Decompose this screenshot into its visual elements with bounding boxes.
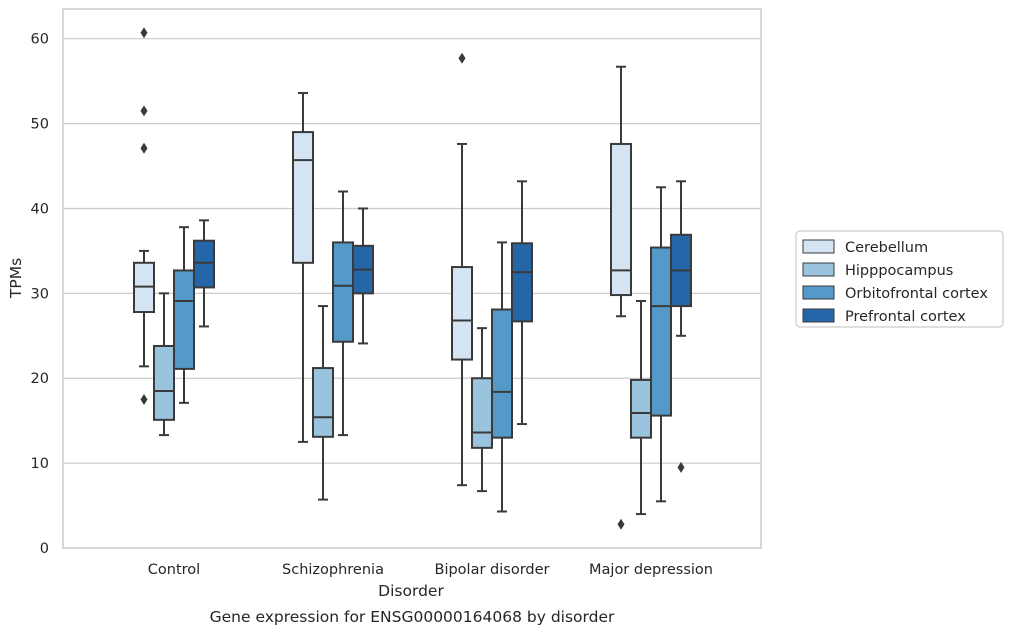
iqr-box: [471, 377, 493, 449]
legend-label: Cerebellum: [845, 240, 928, 256]
iqr-box: [610, 142, 632, 297]
box-cerebellum: [133, 27, 155, 405]
box-prefrontal-cortex: [511, 180, 533, 426]
legend-swatch: [802, 308, 835, 323]
chart-caption: Gene expression for ENSG00000164068 by d…: [210, 608, 615, 626]
iqr-box: [511, 242, 533, 323]
y-tick-label: 20: [31, 371, 49, 387]
iqr-box: [193, 239, 215, 289]
box-hipppocampus: [153, 292, 175, 437]
y-axis-label: TPMs: [7, 258, 25, 299]
plot-frame: [62, 8, 762, 549]
box-plot-marks: [133, 27, 692, 530]
y-tick-label: 60: [31, 32, 49, 48]
outlier-point: [140, 27, 148, 39]
box-orbitofrontal-cortex: [650, 186, 672, 503]
box-cerebellum: [610, 65, 632, 530]
x-tick-label: Major depression: [589, 562, 713, 578]
y-tick-label: 50: [31, 117, 49, 133]
axes: 0 10 20 30 40 50 60 Control Schizophrenia Bipolar…: [31, 8, 762, 578]
legend-frame: [795, 230, 1004, 328]
x-tick-label: Control: [148, 562, 200, 578]
box-prefrontal-cortex: [193, 219, 215, 328]
box-hipppocampus: [630, 299, 652, 516]
outlier-point: [617, 518, 625, 530]
box-hipppocampus: [471, 327, 493, 493]
box-hipppocampus: [312, 305, 334, 501]
legend-item: Cerebellum: [802, 239, 928, 256]
y-tick-label: 0: [40, 541, 49, 557]
iqr-box: [491, 308, 513, 439]
iqr-box: [292, 131, 314, 264]
y-tick-label: 40: [31, 201, 49, 217]
iqr-box: [451, 266, 473, 361]
iqr-box: [173, 269, 195, 370]
legend-swatch: [802, 239, 835, 254]
box-orbitofrontal-cortex: [173, 226, 195, 404]
legend-item: Prefrontal cortex: [802, 308, 966, 325]
iqr-box: [630, 378, 652, 439]
y-tick-label: 10: [31, 456, 49, 472]
iqr-box: [332, 241, 354, 343]
y-tick-label: 30: [31, 286, 49, 302]
box-prefrontal-cortex: [670, 180, 692, 473]
outlier-point: [458, 52, 466, 64]
outlier-point: [677, 461, 685, 473]
box-cerebellum: [451, 52, 473, 487]
x-tick-label: Schizophrenia: [282, 562, 384, 578]
legend-label: Hipppocampus: [845, 263, 953, 279]
iqr-box: [312, 367, 334, 438]
legend-label: Prefrontal cortex: [845, 309, 966, 325]
iqr-box: [650, 246, 672, 417]
legend: Cerebellum Hipppocampus Orbitofrontal cort…: [795, 230, 1004, 328]
box-orbitofrontal-cortex: [491, 241, 513, 513]
x-axis-label: Disorder: [378, 582, 444, 600]
x-tick-label: Bipolar disorder: [435, 562, 550, 578]
legend-swatch: [802, 285, 835, 300]
box-prefrontal-cortex: [352, 207, 374, 345]
outlier-point: [140, 393, 148, 405]
iqr-box: [153, 344, 175, 421]
legend-label: Orbitofrontal cortex: [845, 286, 988, 302]
outlier-point: [140, 105, 148, 117]
box-cerebellum: [292, 92, 314, 443]
legend-item: Hipppocampus: [802, 262, 953, 279]
legend-item: Orbitofrontal cortex: [802, 285, 988, 302]
legend-swatch: [802, 262, 835, 277]
outlier-point: [140, 142, 148, 154]
